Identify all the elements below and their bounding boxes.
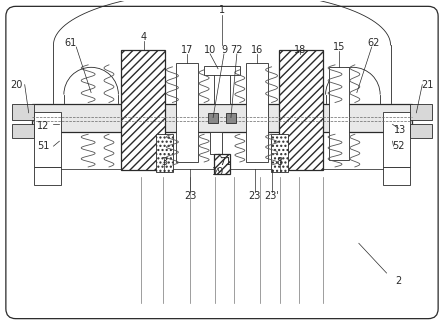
Text: 62: 62 xyxy=(368,38,380,48)
Bar xyxy=(210,132,222,154)
Text: 9: 9 xyxy=(221,45,227,55)
Bar xyxy=(176,63,198,162)
Text: 2: 2 xyxy=(395,276,402,286)
Text: 15: 15 xyxy=(333,42,345,52)
Text: 18: 18 xyxy=(294,45,306,55)
Text: 20: 20 xyxy=(11,80,23,90)
Bar xyxy=(12,124,34,138)
Text: 23': 23' xyxy=(264,191,279,201)
Bar xyxy=(12,105,34,120)
Text: 23: 23 xyxy=(249,191,261,201)
Text: 19: 19 xyxy=(212,167,224,177)
Bar xyxy=(34,112,61,167)
FancyBboxPatch shape xyxy=(6,6,438,318)
Text: 1: 1 xyxy=(219,5,225,15)
Bar xyxy=(410,105,432,120)
Bar xyxy=(410,124,432,138)
Bar xyxy=(383,167,410,185)
Text: 8: 8 xyxy=(277,157,282,167)
Text: 71: 71 xyxy=(219,157,231,167)
Text: 51: 51 xyxy=(37,141,50,151)
Bar xyxy=(278,50,323,170)
Text: 61: 61 xyxy=(64,38,76,48)
Text: 23: 23 xyxy=(184,191,196,201)
Bar xyxy=(208,113,218,122)
Bar xyxy=(246,63,268,162)
Text: 13: 13 xyxy=(394,125,407,135)
Text: 16: 16 xyxy=(250,45,263,55)
Bar xyxy=(155,134,174,172)
Bar xyxy=(204,66,240,75)
Bar xyxy=(214,69,230,105)
Text: 52: 52 xyxy=(392,141,405,151)
Bar xyxy=(226,113,236,122)
Bar xyxy=(214,154,230,174)
Text: 10: 10 xyxy=(204,45,216,55)
Text: 72: 72 xyxy=(230,45,243,55)
Text: 3: 3 xyxy=(162,157,167,167)
Bar xyxy=(34,167,61,185)
Bar xyxy=(32,105,412,132)
Text: 12: 12 xyxy=(37,121,50,131)
Bar xyxy=(329,67,349,160)
Bar xyxy=(121,50,166,170)
Text: 4: 4 xyxy=(141,32,147,42)
Bar xyxy=(383,112,410,167)
Text: 21: 21 xyxy=(421,80,433,90)
Bar xyxy=(270,134,289,172)
Text: 17: 17 xyxy=(181,45,194,55)
